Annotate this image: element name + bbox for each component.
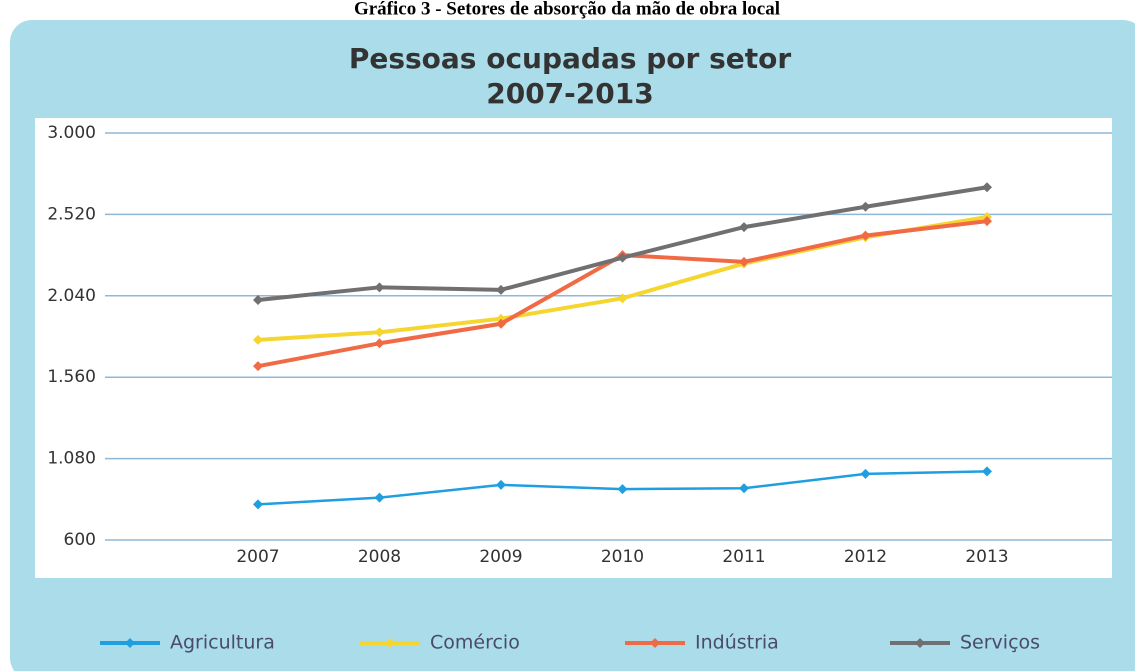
point — [982, 466, 992, 477]
y-tick-label: 600 — [64, 530, 96, 550]
x-tick-label: 2009 — [479, 547, 522, 567]
legend-marker — [385, 638, 395, 648]
x-tick-label: 2011 — [722, 547, 765, 567]
y-tick-label: 2.520 — [47, 204, 96, 224]
point — [617, 252, 628, 263]
chart-subtitle: 2007-2013 — [486, 77, 653, 110]
point — [496, 318, 506, 329]
point — [739, 483, 749, 494]
point — [374, 327, 385, 338]
legend-label: Agricultura — [170, 632, 275, 654]
point — [496, 479, 506, 490]
point — [982, 182, 992, 193]
y-tick-label: 1.560 — [47, 367, 96, 387]
point — [617, 293, 628, 304]
point — [617, 484, 628, 495]
point — [374, 492, 385, 503]
y-tick-label: 3.000 — [47, 123, 96, 143]
x-tick-label: 2010 — [601, 547, 644, 567]
legend-marker — [125, 638, 135, 648]
legend-marker — [915, 638, 925, 648]
point — [739, 222, 749, 233]
legend-marker — [650, 638, 660, 648]
legend-label: Serviços — [960, 632, 1040, 654]
legend-label: Comércio — [430, 632, 520, 654]
y-tick-label: 2.040 — [47, 286, 96, 306]
point — [253, 499, 263, 510]
y-tick-label: 1.080 — [47, 449, 96, 469]
x-tick-label: 2013 — [965, 547, 1008, 567]
point — [253, 361, 263, 372]
x-tick-label: 2007 — [236, 547, 279, 567]
x-tick-label: 2012 — [844, 547, 887, 567]
plot-area — [35, 118, 1112, 578]
point — [374, 282, 385, 293]
point — [860, 201, 871, 212]
caption: Gráfico 3 - Setores de absorção da mão d… — [354, 0, 780, 19]
point — [253, 334, 263, 345]
point — [860, 468, 871, 479]
chart-title: Pessoas ocupadas por setor — [349, 42, 792, 75]
point — [496, 284, 506, 295]
point — [982, 216, 992, 227]
point — [860, 230, 871, 241]
point — [253, 295, 263, 306]
x-tick-label: 2008 — [358, 547, 401, 567]
legend-label: Indústria — [695, 632, 779, 654]
point — [374, 338, 385, 349]
point — [739, 256, 749, 267]
